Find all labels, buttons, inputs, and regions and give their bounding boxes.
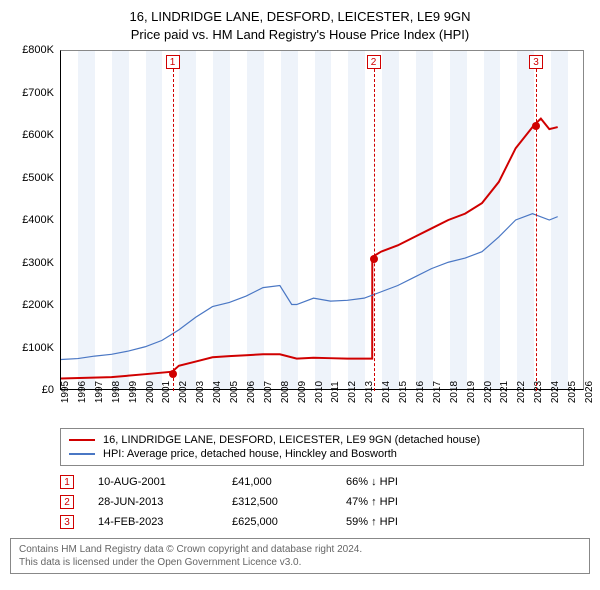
marker-box: 1 [166, 55, 180, 69]
y-tick-label: £500K [22, 172, 54, 184]
footer: Contains HM Land Registry data © Crown c… [10, 538, 590, 574]
series-line-hpi [61, 214, 558, 360]
event-row: 1 10-AUG-2001 £41,000 66% ↓ HPI [60, 472, 584, 492]
legend: 16, LINDRIDGE LANE, DESFORD, LEICESTER, … [60, 428, 584, 466]
event-row: 3 14-FEB-2023 £625,000 59% ↑ HPI [60, 512, 584, 532]
marker-line [173, 69, 174, 391]
marker-line [536, 69, 537, 391]
marker-box: 3 [529, 55, 543, 69]
legend-row: 16, LINDRIDGE LANE, DESFORD, LEICESTER, … [69, 433, 575, 447]
events-table: 1 10-AUG-2001 £41,000 66% ↓ HPI 2 28-JUN-2013… [60, 472, 584, 532]
title-line-1: 16, LINDRIDGE LANE, DESFORD, LEICESTER, … [10, 8, 590, 26]
legend-label: 16, LINDRIDGE LANE, DESFORD, LEICESTER, … [103, 434, 480, 446]
y-tick-label: £100K [22, 342, 54, 354]
y-tick-label: £300K [22, 257, 54, 269]
y-axis-labels: £0£100K£200K£300K£400K£500K£600K£700K£80… [10, 50, 58, 390]
event-price: £312,500 [232, 496, 322, 508]
series-line-price_paid [61, 119, 558, 379]
event-diff: 47% ↑ HPI [346, 496, 398, 508]
plot-area: 1 2 3 [60, 50, 584, 390]
event-date: 28-JUN-2013 [98, 496, 208, 508]
legend-swatch [69, 453, 95, 455]
x-tick-label: 2026 [584, 381, 600, 403]
y-tick-label: £200K [22, 299, 54, 311]
y-tick-label: £700K [22, 87, 54, 99]
chart-svg [61, 51, 583, 389]
event-marker: 2 [60, 495, 74, 509]
event-marker: 3 [60, 515, 74, 529]
legend-label: HPI: Average price, detached house, Hinc… [103, 448, 397, 460]
event-price: £625,000 [232, 516, 322, 528]
title-line-2: Price paid vs. HM Land Registry's House … [10, 26, 590, 44]
legend-swatch [69, 439, 95, 441]
footer-line-1: Contains HM Land Registry data © Crown c… [19, 543, 581, 556]
event-marker: 1 [60, 475, 74, 489]
y-tick-label: £600K [22, 129, 54, 141]
event-price: £41,000 [232, 476, 322, 488]
event-diff: 66% ↓ HPI [346, 476, 398, 488]
event-row: 2 28-JUN-2013 £312,500 47% ↑ HPI [60, 492, 584, 512]
footer-line-2: This data is licensed under the Open Gov… [19, 556, 581, 569]
legend-row: HPI: Average price, detached house, Hinc… [69, 447, 575, 461]
y-tick-label: £800K [22, 44, 54, 56]
x-axis-labels: 1995199619971998199920002001200220032004… [60, 390, 584, 420]
chart: £0£100K£200K£300K£400K£500K£600K£700K£80… [10, 50, 590, 420]
marker-line [374, 69, 375, 391]
event-date: 14-FEB-2023 [98, 516, 208, 528]
event-date: 10-AUG-2001 [98, 476, 208, 488]
y-tick-label: £0 [42, 384, 54, 396]
y-tick-label: £400K [22, 214, 54, 226]
chart-title: 16, LINDRIDGE LANE, DESFORD, LEICESTER, … [10, 8, 590, 44]
event-diff: 59% ↑ HPI [346, 516, 398, 528]
marker-box: 2 [367, 55, 381, 69]
